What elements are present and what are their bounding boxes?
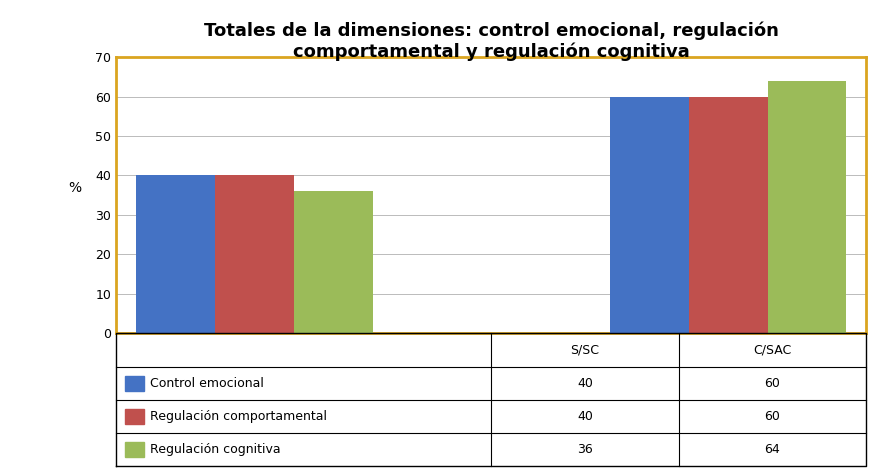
Text: 40: 40	[577, 410, 593, 423]
Bar	[294, 191, 372, 333]
Y-axis label: %: %	[68, 181, 81, 195]
Text: 60: 60	[764, 377, 780, 390]
Text: S/SC: S/SC	[571, 343, 599, 357]
Text: 64: 64	[764, 443, 780, 456]
Bar	[767, 81, 847, 333]
Text: 40: 40	[577, 377, 593, 390]
Bar	[125, 376, 144, 391]
Text: Regulación cognitiva: Regulación cognitiva	[150, 443, 280, 456]
Text: Control emocional: Control emocional	[150, 377, 263, 390]
Bar	[125, 442, 144, 457]
Bar	[215, 176, 294, 333]
Text: C/SAC: C/SAC	[754, 343, 791, 357]
Bar	[610, 97, 689, 333]
Text: Totales de la dimensiones: control emocional, regulación
comportamental y regula: Totales de la dimensiones: control emoci…	[204, 21, 779, 61]
Text: 36: 36	[577, 443, 593, 456]
Bar	[125, 409, 144, 424]
Bar	[689, 97, 767, 333]
Bar	[136, 176, 215, 333]
Text: Regulación comportamental: Regulación comportamental	[150, 410, 327, 423]
Text: 60: 60	[764, 410, 780, 423]
